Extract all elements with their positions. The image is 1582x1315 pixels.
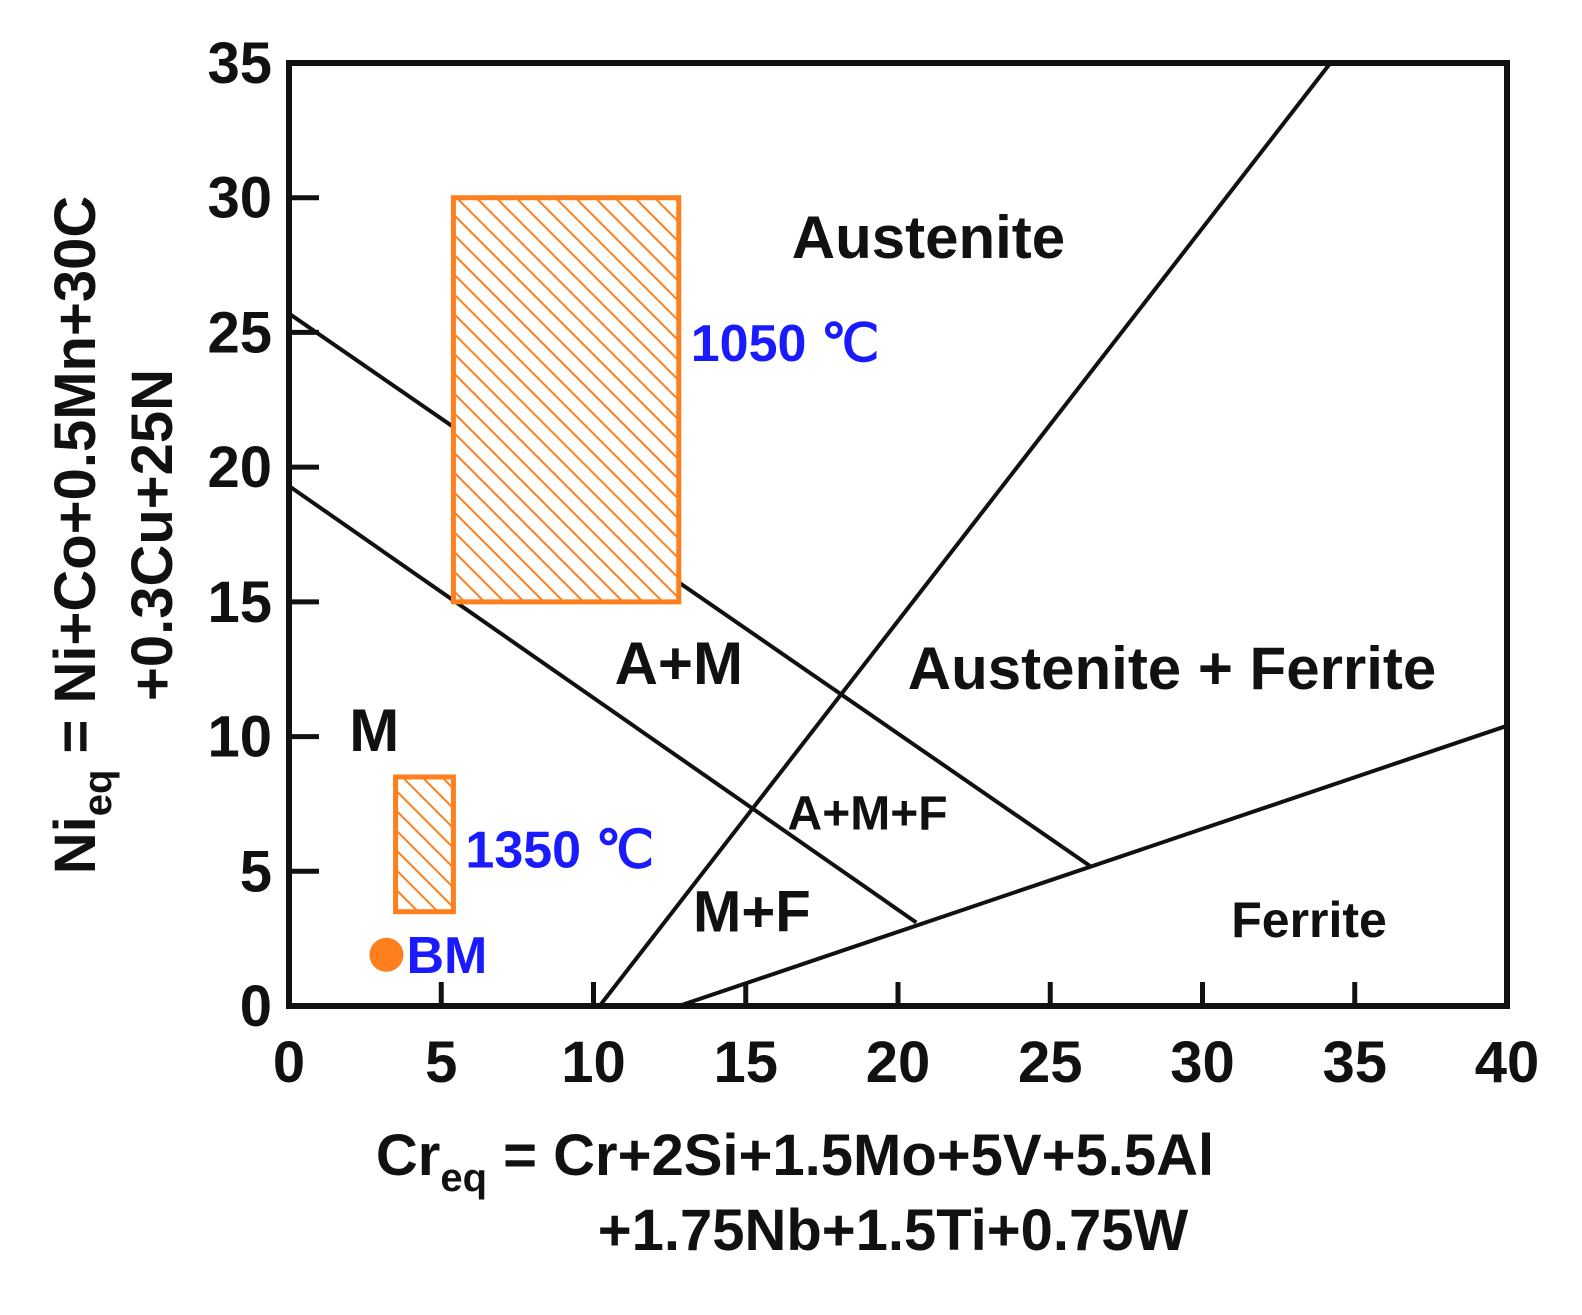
x-axis-title: Creq = Cr+2Si+1.5Mo+5V+5.5Al	[376, 1123, 1214, 1200]
phase-boundary-4	[678, 723, 1508, 1008]
x-tick-label: 5	[425, 1030, 457, 1095]
region-labels: Austenite Austenite + Ferrite A+M M A+M+F M+F…	[349, 204, 1436, 948]
point-label-bm: BM	[406, 927, 487, 985]
phase-boundaries	[287, 61, 1508, 1008]
x-axis-title-rest: = Cr+2Si+1.5Mo+5V+5.5Al	[487, 1123, 1214, 1188]
point-marker-bm	[369, 937, 404, 972]
y-axis-title-line2: +0.3Cu+25N	[120, 369, 185, 701]
axis-ticks: 0 5 10 15 20 25 30 35 40 0 5 10 15 20 25 30 35	[207, 31, 1539, 1095]
temperature-label-1350: 1350 ℃	[465, 822, 654, 880]
region-label-m-f: M+F	[693, 880, 811, 945]
y-tick-label: 25	[207, 300, 272, 365]
x-tick-label: 40	[1475, 1030, 1540, 1095]
x-tick-label: 0	[273, 1030, 305, 1095]
region-label-austenite: Austenite	[792, 204, 1065, 271]
phase-boundary-2	[287, 484, 918, 925]
y-tick-label: 15	[207, 570, 272, 635]
y-tick-label: 20	[207, 435, 272, 500]
phase-boundary-3	[598, 61, 1332, 1008]
phase-boundary-1	[287, 311, 1091, 868]
y-axis-title-sub: eq	[76, 770, 120, 817]
x-tick-label: 30	[1170, 1030, 1235, 1095]
x-tick-label: 15	[713, 1030, 778, 1095]
data-points: BM	[369, 927, 487, 985]
x-axis-title-sub: eq	[440, 1156, 487, 1200]
y-tick-label: 30	[207, 166, 272, 231]
y-axis-title: Nieq = Ni+Co+0.5Mn+30C	[43, 196, 120, 875]
y-tick-label: 35	[207, 31, 272, 96]
x-tick-label: 20	[866, 1030, 931, 1095]
region-label-ferrite: Ferrite	[1231, 892, 1387, 948]
y-axis-title-rest: = Ni+Co+0.5Mn+30C	[43, 196, 108, 770]
temperature-label-1050: 1050 ℃	[691, 315, 880, 373]
y-tick-label: 0	[240, 974, 272, 1039]
x-tick-label: 10	[561, 1030, 626, 1095]
hatched-range-1050	[450, 195, 682, 605]
y-axis-title-main: Ni	[43, 816, 108, 874]
x-tick-label: 25	[1018, 1030, 1083, 1095]
hatched-ranges: 1050 ℃ 1350 ℃	[393, 195, 880, 915]
region-label-m: M	[349, 697, 399, 764]
region-label-a-m-f: A+M+F	[788, 787, 948, 840]
x-tick-label: 35	[1322, 1030, 1387, 1095]
y-tick-label: 10	[207, 705, 272, 770]
y-tick-label: 5	[240, 839, 272, 904]
region-label-a-m: A+M	[615, 630, 743, 697]
x-axis-title-line2: +1.75Nb+1.5Ti+0.75W	[598, 1198, 1189, 1263]
x-axis-title-main: Cr	[376, 1123, 440, 1188]
hatched-range-1350	[393, 774, 456, 915]
region-label-austenite-ferrite: Austenite + Ferrite	[908, 635, 1437, 702]
